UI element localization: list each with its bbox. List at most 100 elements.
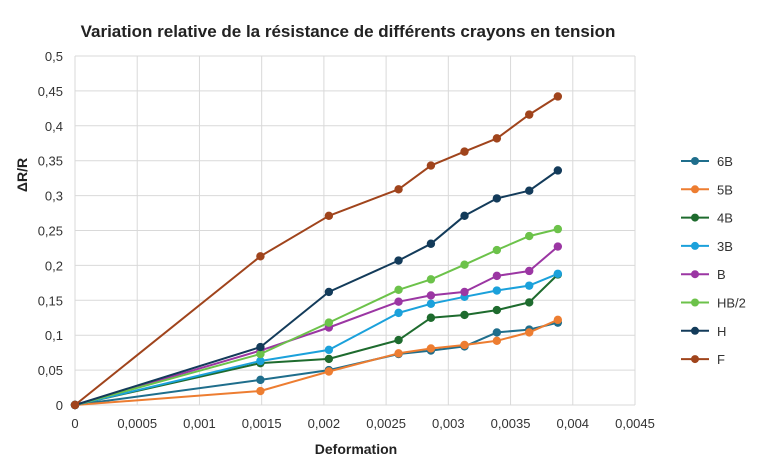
data-point [426, 161, 436, 170]
legend-swatch-marker [691, 213, 699, 222]
data-point [394, 349, 403, 358]
data-point [553, 224, 563, 234]
series-3b [70, 269, 563, 410]
y-tick-label: 0,15 [38, 293, 63, 308]
data-point [460, 340, 469, 350]
data-point [426, 291, 436, 300]
legend-swatch-marker [691, 355, 699, 364]
legend-item: H [681, 324, 726, 339]
legend-swatch-marker [691, 298, 699, 307]
data-point [553, 269, 563, 278]
y-tick-label: 0,4 [45, 119, 63, 134]
data-point [394, 256, 403, 265]
data-point [525, 186, 534, 195]
y-tick-label: 0,5 [45, 49, 63, 64]
x-tick-label: 0,003 [432, 416, 465, 431]
series-line [74, 228, 559, 406]
data-point [70, 400, 80, 410]
legend-swatch-marker [691, 326, 699, 335]
data-point [492, 271, 502, 281]
y-tick-label: 0,45 [38, 84, 63, 99]
data-point [394, 297, 403, 306]
legend-swatch-marker [691, 157, 699, 165]
chart-title: Variation relative de la résistance de d… [81, 22, 616, 41]
data-point [492, 305, 502, 315]
data-point [256, 386, 265, 396]
data-point [324, 211, 334, 221]
data-point [553, 92, 563, 101]
legend-item: B [681, 267, 726, 282]
data-point [525, 266, 534, 276]
data-point [525, 328, 534, 337]
data-point [394, 335, 403, 345]
data-point [256, 375, 265, 385]
series-f [70, 92, 563, 410]
data-point [525, 281, 534, 290]
data-point [525, 110, 534, 119]
legend-item: F [681, 352, 725, 367]
x-axis-ticks: 0 0,0005 0,001 0,0015 0,002 0,0025 0,003 0,0035… [71, 416, 655, 431]
data-point [492, 194, 502, 203]
y-tick-label: 0 [56, 398, 63, 413]
data-point [426, 299, 436, 308]
data-point [324, 367, 334, 376]
legend-label: H [717, 324, 726, 339]
data-point [256, 356, 265, 366]
data-point [525, 231, 534, 241]
legend-swatch-marker [691, 241, 699, 250]
legend-label: 6B [717, 154, 733, 169]
data-point [553, 315, 563, 325]
y-axis-title: ΔR/R [14, 158, 30, 192]
legend-item: 5B [681, 182, 733, 197]
data-point [460, 211, 469, 221]
data-point [324, 345, 334, 355]
x-tick-label: 0 [71, 416, 78, 431]
data-point [426, 275, 436, 284]
x-tick-label: 0,0025 [366, 416, 406, 431]
y-tick-label: 0,05 [38, 363, 63, 378]
x-tick-label: 0,002 [308, 416, 341, 431]
data-point [256, 349, 265, 359]
series-h [70, 166, 563, 410]
data-point [426, 344, 436, 353]
data-point [394, 185, 403, 194]
series-layer [70, 92, 563, 410]
legend-item: 6B [681, 154, 733, 169]
data-point [460, 287, 469, 297]
legend-label: 5B [717, 182, 733, 197]
data-point [460, 260, 469, 269]
x-axis-title: Deformation [315, 441, 397, 457]
y-tick-label: 0,3 [45, 189, 63, 204]
series-hb-2 [70, 224, 563, 410]
series-line [74, 245, 559, 406]
data-point [525, 298, 534, 307]
data-point [460, 310, 469, 320]
legend-item: HB/2 [681, 296, 746, 311]
data-point [553, 242, 563, 251]
x-tick-label: 0,0035 [491, 416, 531, 431]
legend-label: HB/2 [717, 296, 746, 311]
legend-item: 3B [681, 239, 733, 254]
x-tick-label: 0,0045 [615, 416, 655, 431]
y-axis-ticks: 0 0,05 0,1 0,15 0,2 0,25 0,3 0,35 0,4 0,45 0,5 [38, 49, 63, 413]
legend-swatch-marker [691, 185, 699, 194]
x-tick-label: 0,004 [557, 416, 590, 431]
data-point [394, 308, 403, 318]
data-point [256, 252, 265, 261]
data-point [460, 147, 469, 156]
y-tick-label: 0,35 [38, 154, 63, 169]
data-point [426, 313, 436, 322]
data-point [394, 285, 403, 295]
legend-label: F [717, 352, 725, 367]
data-point [324, 354, 334, 364]
legend: 6B 5B 4B 3B B HB/2 HF [681, 154, 746, 367]
legend-item: 4B [681, 211, 733, 226]
y-tick-label: 0,2 [45, 258, 63, 273]
x-tick-label: 0,001 [183, 416, 216, 431]
data-point [492, 328, 502, 337]
legend-label: 3B [717, 239, 733, 254]
data-point [492, 245, 502, 255]
data-point [553, 166, 563, 175]
y-tick-label: 0,25 [38, 224, 63, 239]
